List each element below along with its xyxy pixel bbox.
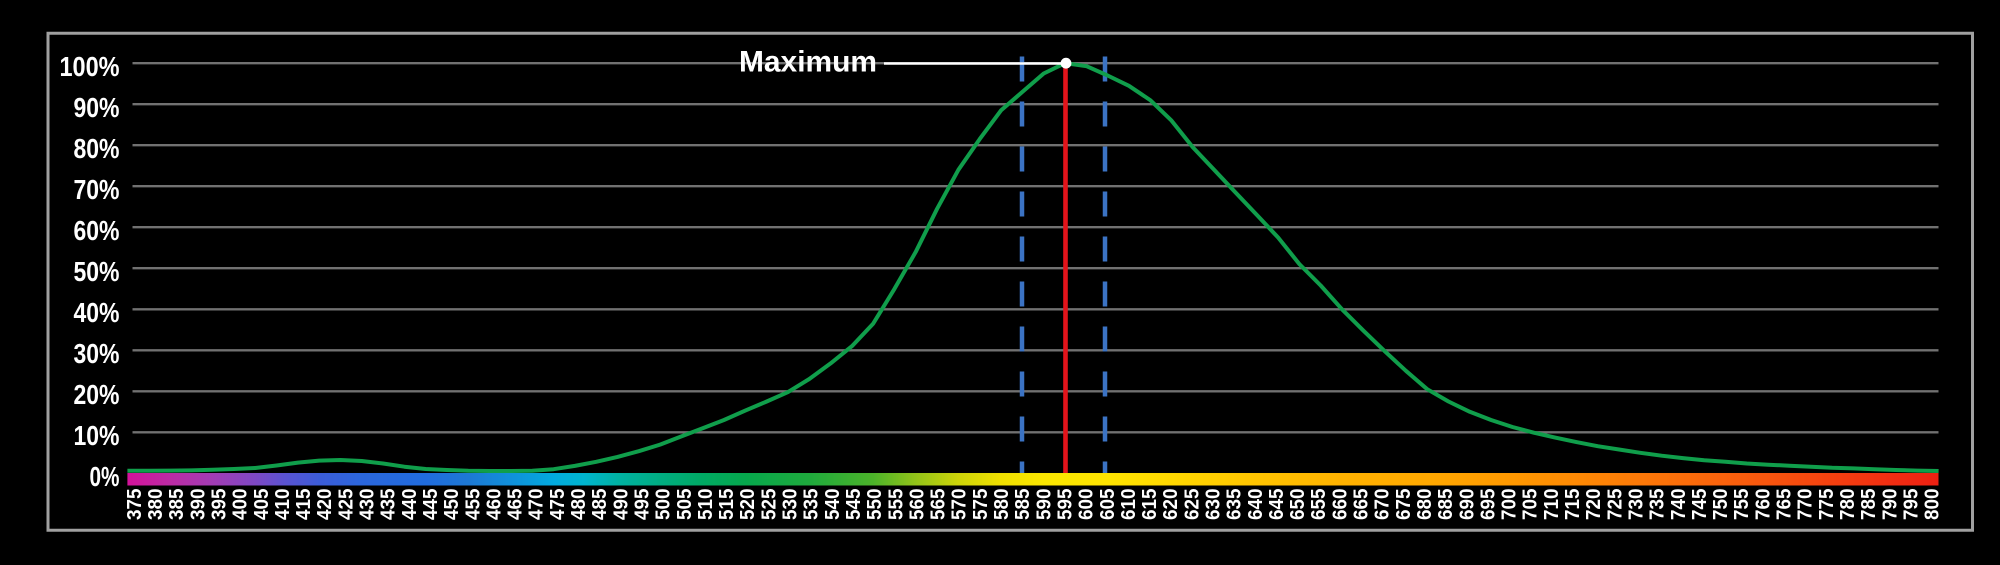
svg-text:615: 615 [1139,489,1161,521]
svg-text:390: 390 [187,489,209,521]
svg-text:650: 650 [1287,489,1309,521]
svg-text:725: 725 [1604,489,1626,521]
svg-text:580: 580 [991,489,1013,521]
svg-text:680: 680 [1414,489,1436,521]
svg-text:690: 690 [1456,489,1478,521]
svg-text:395: 395 [209,489,231,521]
svg-text:710: 710 [1541,489,1563,521]
svg-text:550: 550 [864,489,886,521]
svg-text:455: 455 [462,489,484,521]
svg-text:50%: 50% [74,256,120,287]
svg-text:515: 515 [716,489,738,521]
svg-text:Maximum: Maximum [739,46,877,79]
svg-text:0%: 0% [90,461,120,492]
svg-text:730: 730 [1626,489,1648,521]
svg-text:750: 750 [1710,489,1732,521]
svg-text:410: 410 [272,489,294,521]
svg-text:735: 735 [1647,489,1669,521]
svg-text:595: 595 [1055,489,1077,521]
svg-text:480: 480 [568,489,590,521]
svg-text:600: 600 [1076,489,1098,521]
svg-text:60%: 60% [74,215,120,246]
svg-text:500: 500 [653,489,675,521]
svg-text:470: 470 [526,489,548,521]
svg-text:435: 435 [378,489,400,521]
svg-text:375: 375 [124,489,146,521]
svg-text:800: 800 [1922,489,1944,521]
svg-text:705: 705 [1520,489,1542,521]
svg-text:555: 555 [885,489,907,521]
svg-text:460: 460 [483,489,505,521]
svg-text:645: 645 [1266,489,1288,521]
svg-text:720: 720 [1583,489,1605,521]
svg-text:450: 450 [441,489,463,521]
svg-text:665: 665 [1351,489,1373,521]
svg-text:540: 540 [822,489,844,521]
svg-text:490: 490 [610,489,632,521]
svg-text:415: 415 [293,489,315,521]
svg-text:630: 630 [1203,489,1225,521]
svg-text:510: 510 [695,489,717,521]
svg-text:575: 575 [970,489,992,521]
svg-text:100%: 100% [60,51,120,82]
svg-text:385: 385 [166,489,188,521]
svg-text:545: 545 [843,489,865,521]
svg-text:570: 570 [949,489,971,521]
svg-text:485: 485 [589,489,611,521]
svg-text:20%: 20% [74,379,120,410]
svg-text:535: 535 [801,489,823,521]
svg-text:620: 620 [1160,489,1182,521]
svg-text:765: 765 [1774,489,1796,521]
svg-text:715: 715 [1562,489,1584,521]
svg-text:40%: 40% [74,297,120,328]
svg-text:10%: 10% [74,420,120,451]
svg-text:675: 675 [1393,489,1415,521]
svg-text:430: 430 [357,489,379,521]
svg-text:405: 405 [251,489,273,521]
svg-text:80%: 80% [74,133,120,164]
svg-text:420: 420 [314,489,336,521]
svg-text:520: 520 [737,489,759,521]
svg-text:700: 700 [1499,489,1521,521]
svg-text:585: 585 [1012,489,1034,521]
svg-text:740: 740 [1668,489,1690,521]
svg-text:770: 770 [1795,489,1817,521]
svg-text:445: 445 [420,489,442,521]
svg-text:440: 440 [399,489,421,521]
svg-text:465: 465 [505,489,527,521]
svg-text:790: 790 [1879,489,1901,521]
svg-text:745: 745 [1689,489,1711,521]
svg-text:670: 670 [1372,489,1394,521]
svg-text:425: 425 [335,489,357,521]
svg-text:90%: 90% [74,92,120,123]
svg-text:755: 755 [1731,489,1753,521]
svg-text:660: 660 [1329,489,1351,521]
svg-text:605: 605 [1097,489,1119,521]
svg-text:640: 640 [1245,489,1267,521]
svg-text:495: 495 [632,489,654,521]
svg-text:635: 635 [1224,489,1246,521]
svg-text:505: 505 [674,489,696,521]
svg-text:70%: 70% [74,174,120,205]
svg-text:400: 400 [230,489,252,521]
svg-text:655: 655 [1308,489,1330,521]
svg-text:590: 590 [1033,489,1055,521]
svg-text:30%: 30% [74,338,120,369]
svg-text:610: 610 [1118,489,1140,521]
svg-text:625: 625 [1181,489,1203,521]
svg-text:785: 785 [1858,489,1880,521]
svg-text:760: 760 [1752,489,1774,521]
svg-text:380: 380 [145,489,167,521]
svg-text:525: 525 [758,489,780,521]
svg-text:475: 475 [547,489,569,521]
svg-text:775: 775 [1816,489,1838,521]
svg-text:795: 795 [1900,489,1922,521]
svg-text:560: 560 [906,489,928,521]
svg-text:685: 685 [1435,489,1457,521]
svg-text:780: 780 [1837,489,1859,521]
svg-text:530: 530 [780,489,802,521]
svg-text:695: 695 [1477,489,1499,521]
svg-text:565: 565 [928,489,950,521]
